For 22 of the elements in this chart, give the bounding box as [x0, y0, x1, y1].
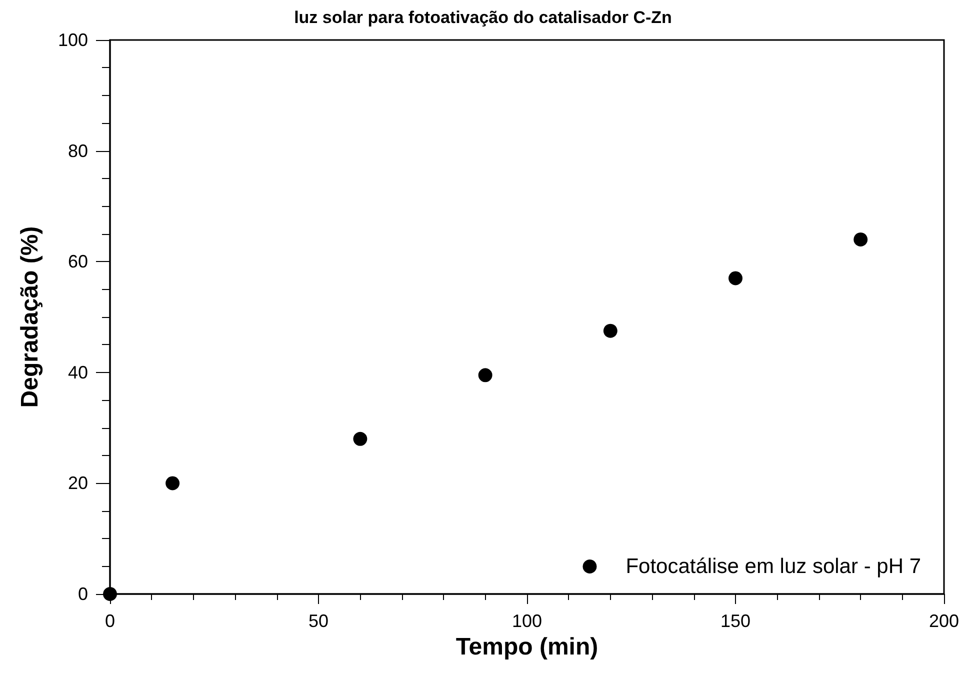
point — [103, 587, 117, 601]
y-tick-label: 80 — [68, 140, 88, 161]
x-tick-label: 150 — [720, 611, 751, 631]
point — [353, 432, 368, 446]
legend-label: Fotocatálise em luz solar - pH 7 — [626, 555, 922, 578]
point — [854, 232, 868, 246]
y-tick-label: 20 — [68, 473, 88, 494]
chart-title: luz solar para fotoativação do catalisador C-Zn — [294, 8, 672, 27]
y-axis-title: Degradação (%) — [16, 226, 44, 408]
x-tick-label: 0 — [104, 611, 116, 631]
point — [166, 476, 180, 490]
point — [603, 324, 618, 338]
y-tick-label: 100 — [58, 30, 88, 50]
x-tick-label: 100 — [512, 611, 542, 631]
x-tick-label: 50 — [308, 611, 329, 631]
point — [478, 368, 492, 382]
y-tick-label: 0 — [78, 584, 88, 604]
x-tick-label: 200 — [928, 611, 960, 631]
point — [728, 271, 742, 286]
y-tick-label: 60 — [68, 252, 88, 272]
x-axis-title: Tempo (min) — [456, 633, 598, 660]
y-tick-label: 40 — [68, 362, 88, 382]
